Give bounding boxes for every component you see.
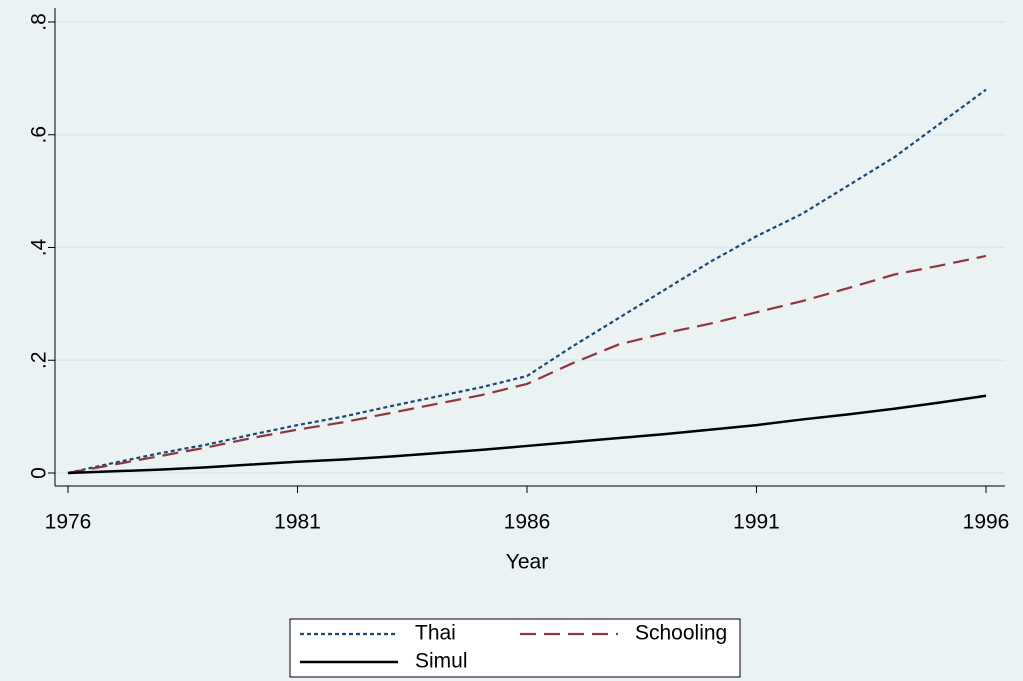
y-tick-label: .4 [28,238,51,256]
x-tick-label: 1981 [274,511,321,534]
series-line [67,254,987,475]
x-tick-label: 1996 [963,511,1010,534]
legend-label: Thai [415,622,456,645]
legend-box [289,618,741,678]
series-line [67,394,987,475]
x-axis-label: Year [506,551,548,574]
y-tick-label: 0 [28,467,51,479]
y-tick-label: .2 [28,351,51,369]
legend-label: Schooling [635,622,727,645]
x-tick-label: 1986 [504,511,551,534]
y-tick-label: .8 [28,13,51,31]
x-tick-label: 1991 [733,511,780,534]
series-line [67,88,987,475]
y-tick-label: .6 [28,126,51,144]
x-tick-label: 1976 [45,511,92,534]
legend-label: Simul [415,650,468,673]
